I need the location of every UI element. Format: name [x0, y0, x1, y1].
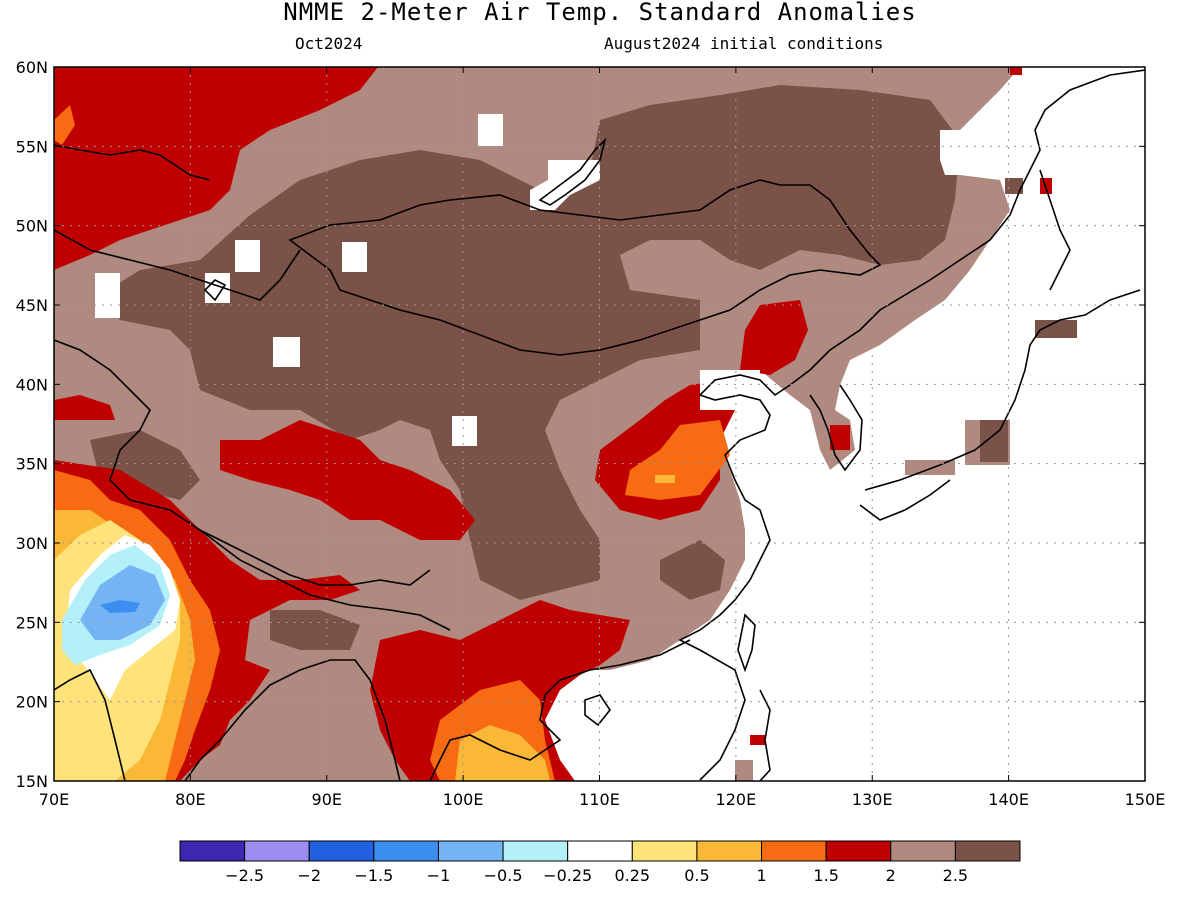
lon-label: 90E [312, 790, 342, 809]
colorbar-label: 1.5 [813, 866, 838, 885]
colorbar-label: −2.5 [225, 866, 264, 885]
dark-brown-region [1005, 178, 1023, 194]
lon-label: 70E [39, 790, 69, 809]
light-orange-region [655, 475, 675, 483]
red-region [750, 735, 765, 745]
lon-label: 110E [579, 790, 620, 809]
coastline-sakhalin [1039, 169, 1071, 291]
colorbar-label: 2 [886, 866, 896, 885]
lake-baikal [538, 137, 607, 206]
lon-label: 120E [716, 790, 757, 809]
colorbar-swatch [696, 840, 763, 862]
colorbar-label: 0.5 [684, 866, 709, 885]
coastline-japan-south [859, 479, 951, 521]
colorbar-swatch [825, 840, 892, 862]
dark-brown-region [660, 540, 725, 600]
dark-brown-region [1035, 320, 1077, 338]
no-data-block [95, 273, 120, 318]
border-mongolia [288, 179, 882, 356]
lat-label: 60N [16, 58, 48, 77]
colorbar-swatch [179, 840, 246, 862]
dark-brown-region [100, 85, 960, 600]
lat-label: 40N [16, 375, 48, 394]
initial-conditions: August2024 initial conditions [604, 34, 884, 53]
land-region [735, 760, 753, 781]
border-china-west [54, 339, 431, 586]
border-central-asia [54, 229, 301, 301]
no-data-block [235, 240, 260, 272]
coastline-korea [809, 384, 863, 472]
chart-title: NMME 2-Meter Air Temp. Standard Anomalie… [283, 0, 917, 26]
colorbar-swatch [308, 840, 375, 862]
lat-label: 15N [16, 772, 48, 791]
colorbar-swatch [502, 840, 569, 862]
colorbar-label: 1 [756, 866, 766, 885]
border-himalaya [199, 529, 451, 631]
lat-label: 45N [16, 296, 48, 315]
lat-label: 20N [16, 693, 48, 712]
colorbar-swatch [244, 840, 310, 862]
colorbar-swatch [761, 840, 827, 862]
lon-label: 140E [988, 790, 1029, 809]
colorbar-swatch [567, 840, 633, 862]
forecast-month: Oct2024 [295, 34, 363, 53]
coastline-india [54, 668, 126, 781]
no-data-block [342, 242, 367, 272]
lake-balkhash [203, 279, 227, 302]
blue-region [100, 600, 140, 613]
colorbar-labels: −2.5 −2 −1.5 −1 −0.5 −0.25 0.25 0.5 1 1.5 2 2.5 [225, 866, 968, 885]
colorbar-label: −1 [427, 866, 451, 885]
colorbar-swatch [890, 840, 956, 862]
coastline-north [54, 144, 211, 181]
colorbar-label: 0.25 [614, 866, 650, 885]
no-data-block [940, 130, 1000, 175]
longitude-labels: 70E 80E 90E 100E 110E 120E 130E 140E 150E [39, 790, 1166, 809]
lon-label: 150E [1125, 790, 1166, 809]
lat-label: 25N [16, 613, 48, 632]
coastline-japan [864, 289, 1141, 491]
red-region [740, 300, 808, 375]
no-data-block [452, 416, 477, 446]
colorbar-label: 2.5 [943, 866, 968, 885]
lat-label: 50N [16, 217, 48, 236]
coastline-philippines [759, 689, 771, 781]
orange-region [54, 105, 75, 145]
lon-label: 100E [443, 790, 484, 809]
axis-ticks [53, 66, 1146, 782]
colorbar-swatch [437, 840, 504, 862]
dark-brown-region [270, 610, 360, 650]
red-region [1010, 67, 1022, 75]
lon-label: 80E [175, 790, 205, 809]
no-data-block [273, 337, 300, 367]
lat-label: 30N [16, 534, 48, 553]
coastline-indochina [429, 639, 691, 781]
colorbar-label: −0.5 [484, 866, 523, 885]
no-data-block [530, 160, 600, 210]
red-region [54, 67, 378, 270]
lat-label: 55N [16, 137, 48, 156]
coastline-hainan [584, 694, 611, 727]
latitude-labels: 60N 55N 50N 45N 40N 35N 30N 25N 20N 15N [16, 58, 48, 791]
gridlines [54, 67, 1145, 781]
colorbar-swatch [954, 840, 1021, 862]
coastline-bay-of-bengal [184, 659, 401, 781]
dark-brown-region [980, 420, 1008, 462]
colorbar [179, 840, 1021, 862]
colorbar-swatch [631, 840, 698, 862]
lon-label: 130E [852, 790, 893, 809]
anomaly-field [54, 67, 1145, 781]
colorbar-swatch [373, 840, 439, 862]
colorbar-label: −0.25 [543, 866, 592, 885]
coastline-taiwan [737, 613, 756, 673]
red-region [830, 425, 850, 450]
lat-label: 35N [16, 455, 48, 474]
red-region [220, 420, 475, 540]
orange-region [625, 420, 730, 500]
no-data-block [478, 114, 503, 146]
colorbar-label: −1.5 [354, 866, 393, 885]
red-region [54, 395, 115, 420]
colorbar-label: −2 [297, 866, 321, 885]
